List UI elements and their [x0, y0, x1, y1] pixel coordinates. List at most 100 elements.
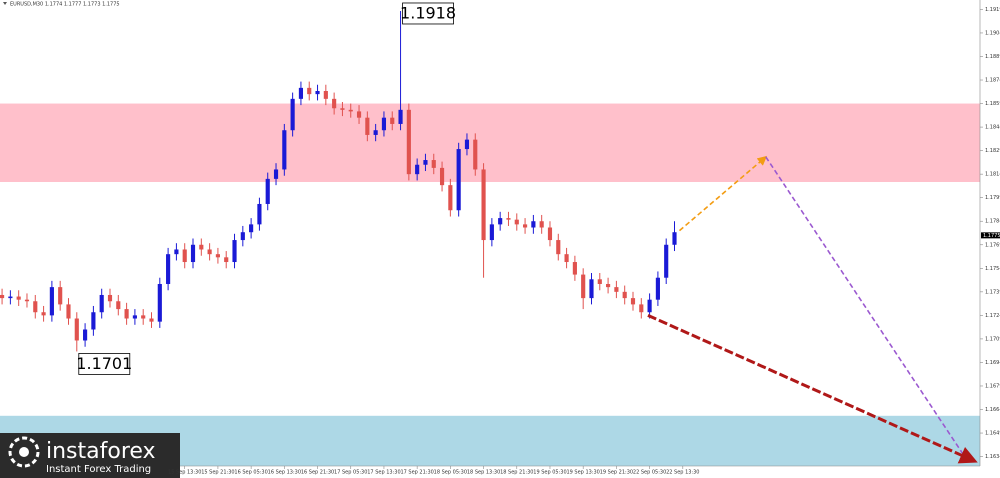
candle-body: [473, 139, 478, 170]
menu-icon[interactable]: [3, 2, 7, 5]
zone: [0, 103, 980, 183]
candle-body: [506, 218, 511, 220]
candle-body: [323, 91, 328, 99]
candle-body: [41, 312, 46, 316]
candle-body: [431, 160, 436, 168]
candle-body: [332, 98, 337, 109]
x-tick-label: 16 Sep 13:30: [268, 470, 301, 476]
candle-body: [655, 277, 660, 300]
candle-body: [622, 291, 627, 299]
candle-body: [107, 294, 113, 302]
candle-body: [307, 87, 312, 95]
candle-body: [232, 240, 237, 263]
candle-body: [348, 109, 353, 112]
candle-body: [224, 257, 229, 263]
candle-body: [423, 160, 428, 165]
candle-body: [58, 287, 63, 305]
y-tick-label: 1.1874: [985, 78, 1000, 84]
candle-body: [614, 287, 619, 292]
candle-body: [257, 203, 262, 225]
y-tick-label: 1.1889: [985, 54, 1000, 60]
candle-body: [298, 87, 304, 99]
candle-body: [572, 262, 577, 275]
x-tick-label: 18 Sep 21:30: [500, 470, 533, 476]
y-tick-label: 1.1664: [985, 407, 1000, 413]
candle-body: [647, 299, 652, 313]
x-tick-label: 22 Sep 05:30: [633, 470, 666, 476]
candle-body: [149, 318, 154, 322]
candle-body: [390, 117, 395, 124]
candle-body: [265, 178, 270, 204]
candle-body: [456, 149, 461, 211]
y-tick-label: 1.1829: [985, 148, 1000, 154]
annotation-box: [402, 2, 454, 25]
candle-body: [166, 254, 171, 284]
logo-name: instaforex: [46, 439, 156, 464]
y-tick-label: 1.1679: [985, 383, 1000, 389]
candle-body: [356, 111, 362, 118]
annotation-box: [78, 353, 131, 375]
candle-body: [415, 164, 420, 175]
candle-body: [498, 218, 503, 225]
x-tick-label: 19 Sep 13:30: [566, 470, 599, 476]
candle-body: [282, 130, 287, 170]
y-tick-label: 1.1694: [985, 360, 1000, 366]
forecast-arrow: [765, 156, 964, 454]
candle-body: [630, 298, 636, 305]
last-price-tag: [981, 232, 1000, 239]
x-tick-label: 15 Sep 21:30: [201, 470, 234, 476]
logo-tagline: Instant Forex Trading: [46, 464, 151, 475]
candle-body: [99, 294, 104, 313]
candle-body: [373, 130, 378, 135]
candle-body: [597, 279, 602, 284]
candle-body: [547, 227, 553, 241]
candle-body: [273, 169, 279, 179]
candle-body: [639, 304, 644, 313]
candle-body: [74, 318, 79, 341]
candle-body: [16, 296, 21, 300]
candle-body: [439, 167, 445, 186]
y-tick-label: 1.1814: [985, 172, 1000, 178]
candle-body: [340, 108, 345, 110]
candle-body: [24, 299, 30, 302]
x-tick-label: 19 Sep 05:30: [533, 470, 566, 476]
candle-body: [190, 244, 196, 263]
candle-body: [157, 283, 162, 322]
x-tick-label: 18 Sep 05:30: [434, 470, 467, 476]
candle-body: [406, 109, 411, 175]
candle-body: [514, 219, 519, 225]
candle-body: [290, 98, 295, 131]
x-tick-label: 19 Sep 21:30: [600, 470, 633, 476]
candle-body: [66, 304, 71, 319]
y-tick-label: 1.1859: [985, 101, 1000, 107]
candle-body: [116, 301, 121, 310]
candle-body: [132, 315, 137, 319]
candle-body: [83, 329, 88, 341]
candle-body: [8, 296, 13, 299]
candle-body: [207, 249, 212, 255]
x-tick-label: 16 Sep 21:30: [301, 470, 334, 476]
x-tick-label: 17 Sep 21:30: [400, 470, 433, 476]
candle-body: [398, 109, 403, 124]
candle-body: [365, 117, 370, 135]
candle-body: [539, 221, 544, 228]
y-tick-label: 1.1799: [985, 195, 1000, 201]
candle-body: [0, 294, 5, 299]
x-tick-label: 17 Sep 05:30: [334, 470, 367, 476]
candle-body: [606, 283, 611, 288]
y-tick-label: 1.1739: [985, 289, 1000, 295]
candle-body: [589, 279, 594, 299]
candle-body: [464, 139, 470, 150]
candle-body: [240, 232, 245, 241]
y-tick-label: 1.1754: [985, 266, 1000, 272]
candle-body: [124, 309, 129, 319]
candle-body: [215, 254, 220, 258]
candle-body: [489, 224, 494, 241]
y-tick-label: 1.1844: [985, 125, 1000, 131]
candle-body: [481, 169, 486, 241]
candle-body: [141, 315, 146, 319]
candle-body: [315, 91, 320, 95]
y-tick-label: 1.1634: [985, 454, 1000, 460]
logo: instaforex Instant Forex Trading: [0, 433, 180, 478]
forecast-arrow: [678, 155, 768, 232]
